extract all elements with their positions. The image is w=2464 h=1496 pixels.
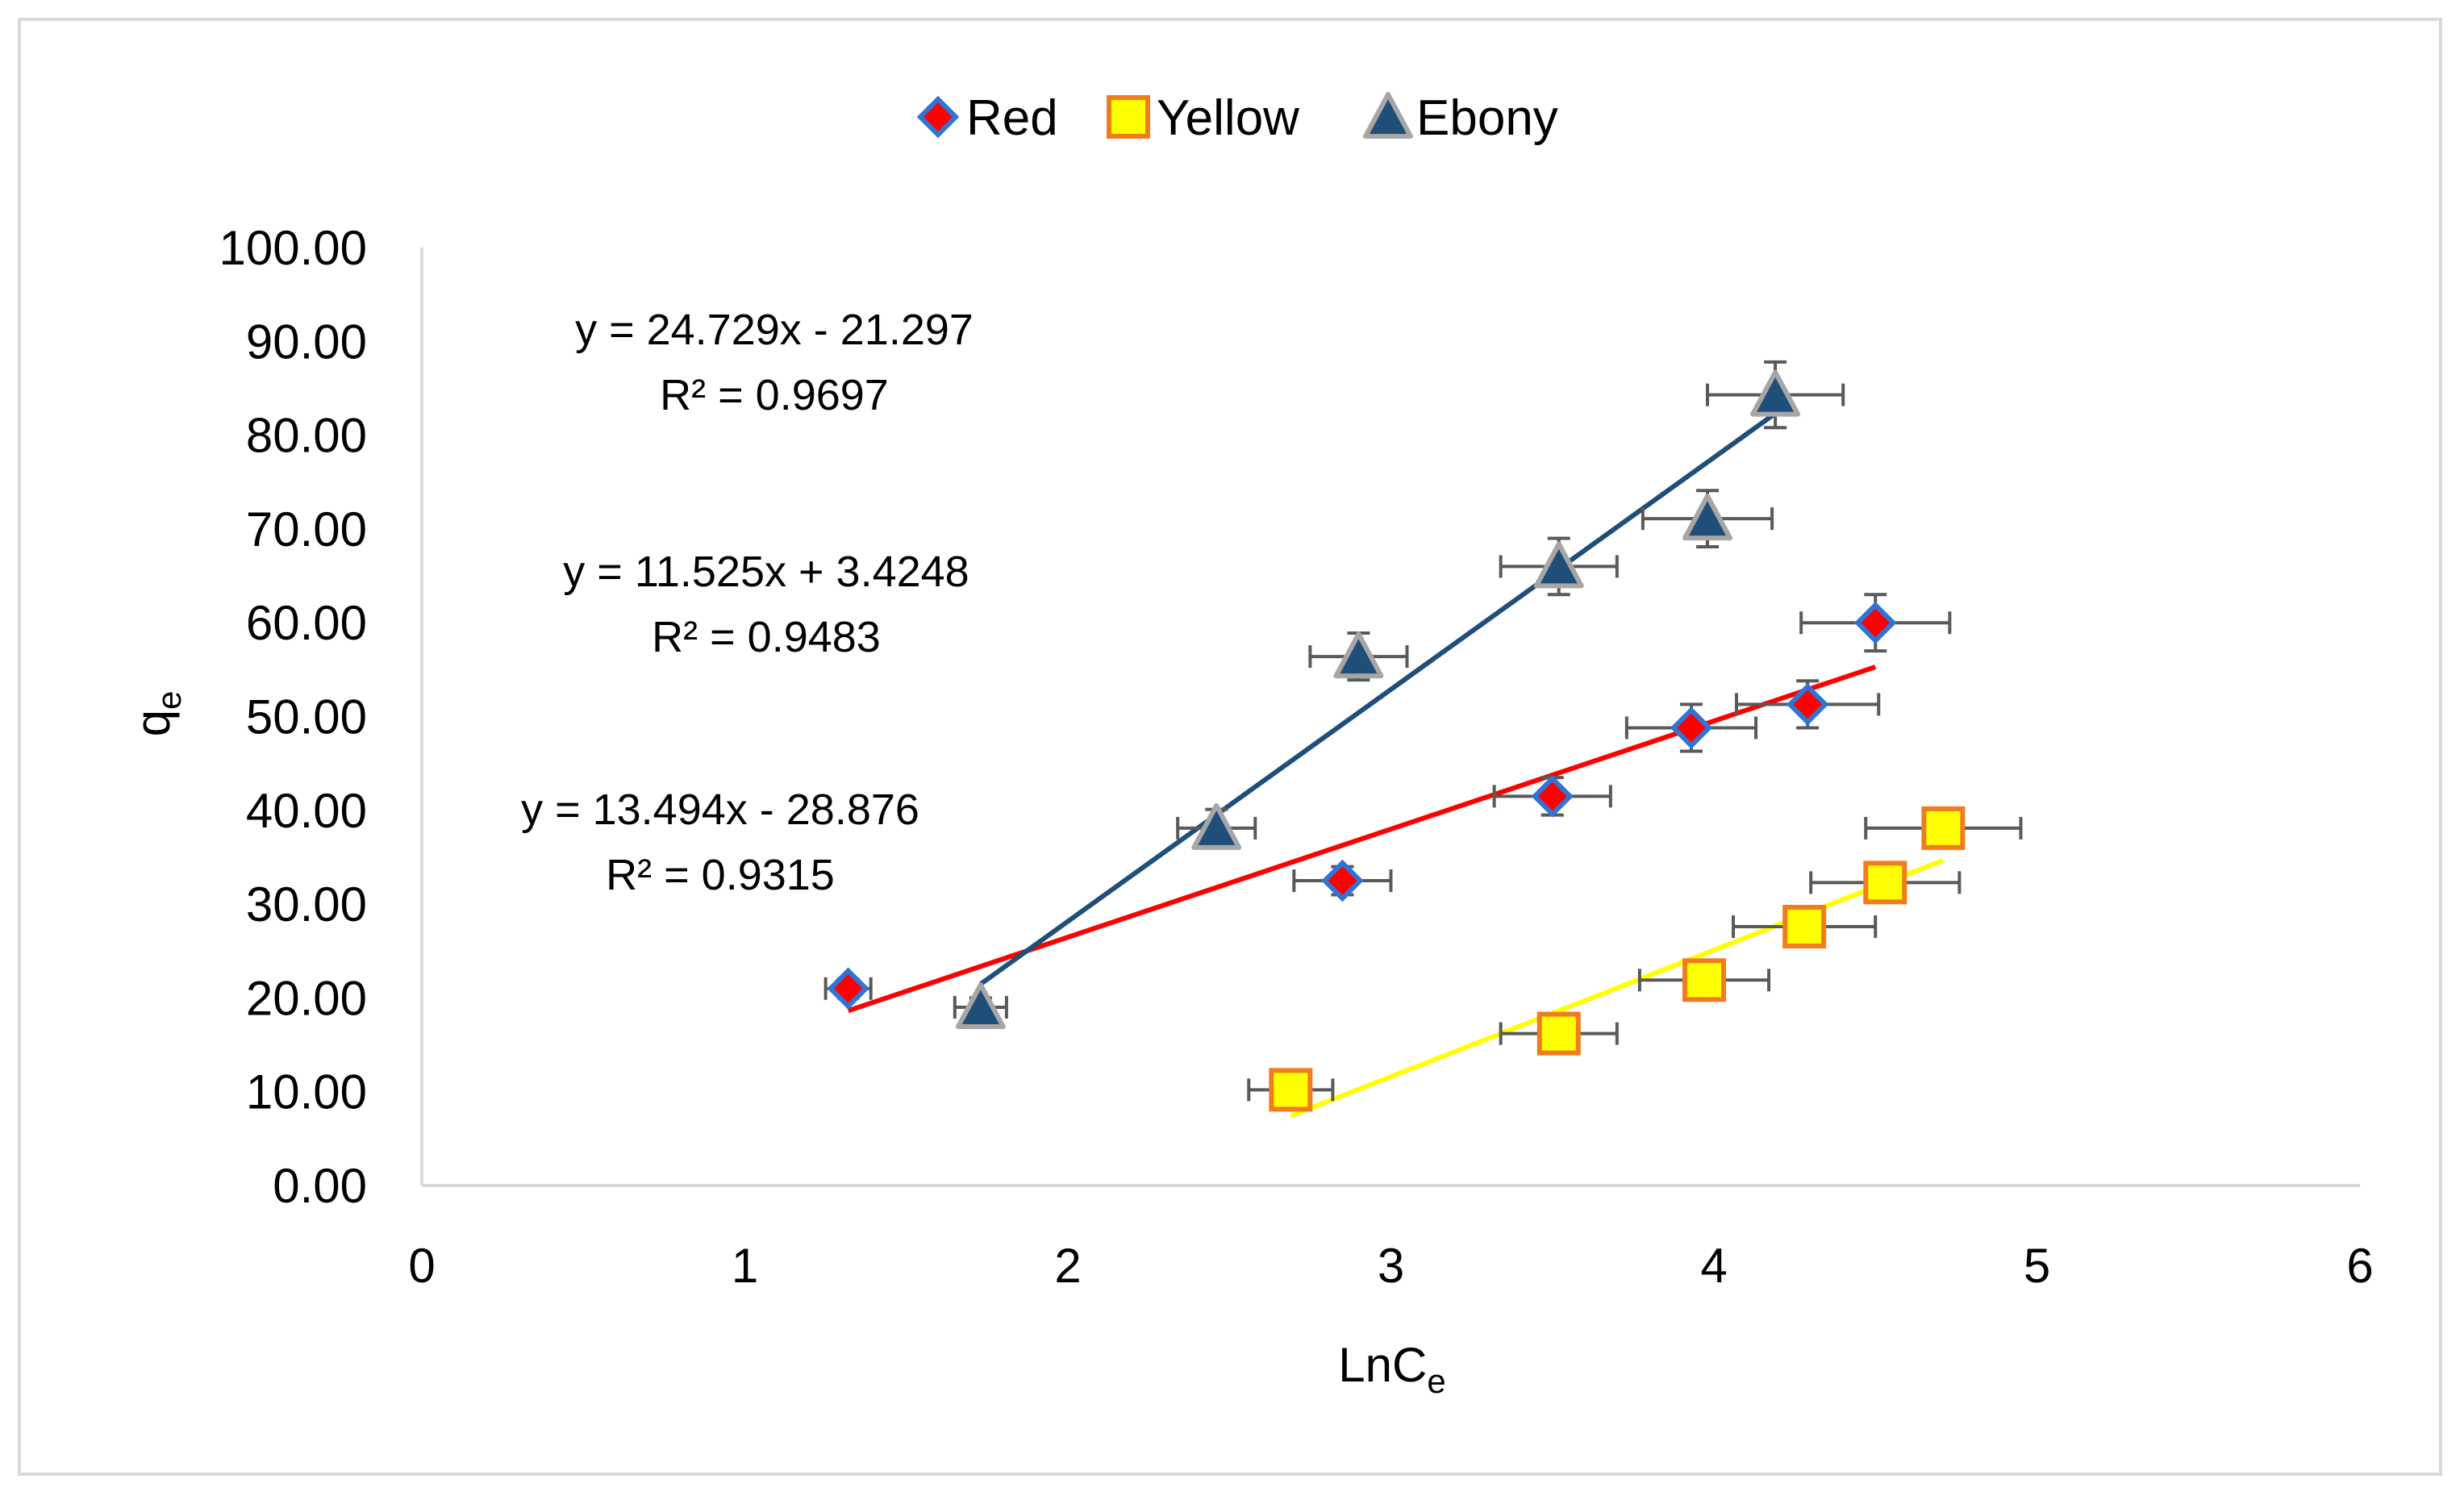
data-point-yellow <box>1921 806 1966 850</box>
data-point-yellow <box>1536 1011 1581 1056</box>
data-point-red <box>1531 775 1574 818</box>
y-tick-label: 90.00 <box>246 315 367 369</box>
data-point-yellow <box>1863 861 1907 905</box>
legend-label-ebony: Ebony <box>1416 90 1558 146</box>
data-point-red <box>1670 706 1713 749</box>
data-point-ebony <box>1333 631 1384 679</box>
data-point-red <box>1321 859 1364 902</box>
r-squared-yellow: R² = 0.9315 <box>606 851 835 899</box>
trendline-equations: y = 11.525x + 3.4248 R² = 0.9483 y = 13.49… <box>521 306 974 899</box>
legend-marker-yellow <box>1107 95 1150 139</box>
legend-item-yellow: Yellow <box>1107 90 1299 146</box>
trendline-ebony <box>979 411 1777 986</box>
data-point-ebony <box>1682 494 1732 541</box>
equation-yellow: y = 13.494x - 28.876 <box>521 786 919 834</box>
y-tick-label: 30.00 <box>246 877 367 931</box>
y-tick-label: 40.00 <box>246 784 367 838</box>
data-point-red <box>1786 683 1829 726</box>
legend-item-red: Red <box>916 90 1058 146</box>
data-points <box>827 369 1966 1112</box>
x-tick-label: 5 <box>2024 1239 2050 1293</box>
y-tick-label: 0.00 <box>273 1159 367 1213</box>
data-point-yellow <box>1682 958 1726 1002</box>
y-tick-label: 60.00 <box>246 596 367 650</box>
equation-red: y = 11.525x + 3.4248 <box>563 548 969 596</box>
y-tick-label: 80.00 <box>246 409 367 463</box>
data-point-ebony <box>1750 369 1801 417</box>
x-tick-label: 2 <box>1054 1239 1081 1293</box>
x-tick-label: 0 <box>408 1239 435 1293</box>
legend: Red Yellow Ebony <box>916 90 1558 146</box>
r-squared-red: R² = 0.9483 <box>652 613 881 661</box>
y-tick-label: 20.00 <box>246 971 367 1025</box>
data-point-red <box>827 967 869 1011</box>
x-axis-title: LnCe <box>1338 1338 1445 1400</box>
y-tick-labels: 0.00 10.00 20.00 30.00 40.00 50.00 60.00 70.00 8… <box>219 221 367 1213</box>
error-bars <box>823 360 2023 1102</box>
x-tick-label: 3 <box>1378 1239 1404 1293</box>
y-tick-label: 100.00 <box>219 221 367 275</box>
legend-label-red: Red <box>966 90 1058 146</box>
x-tick-label: 1 <box>732 1239 758 1293</box>
legend-item-ebony: Ebony <box>1363 90 1558 146</box>
x-tick-labels: 0 1 2 3 4 5 6 <box>408 1239 2373 1293</box>
r-squared-ebony: R² = 0.9697 <box>660 371 889 419</box>
data-point-red <box>1854 601 1897 644</box>
legend-marker-ebony <box>1363 92 1413 139</box>
data-point-ebony <box>1533 541 1584 589</box>
x-tick-label: 6 <box>2346 1239 2373 1293</box>
legend-marker-red <box>916 95 960 139</box>
y-axis-title: qe <box>126 691 188 737</box>
trendlines <box>847 411 1945 1119</box>
data-point-yellow <box>1782 905 1827 949</box>
data-point-yellow <box>1269 1068 1313 1112</box>
y-tick-label: 10.00 <box>246 1065 367 1119</box>
equation-ebony: y = 24.729x - 21.297 <box>575 306 974 354</box>
y-tick-label: 50.00 <box>246 690 367 744</box>
y-tick-label: 70.00 <box>246 502 367 556</box>
data-point-ebony <box>955 982 1006 1030</box>
x-tick-label: 4 <box>1700 1239 1727 1293</box>
axes <box>420 248 2360 1187</box>
trendline-yellow <box>1290 857 1945 1119</box>
data-point-ebony <box>1191 802 1242 850</box>
legend-label-yellow: Yellow <box>1157 90 1299 146</box>
